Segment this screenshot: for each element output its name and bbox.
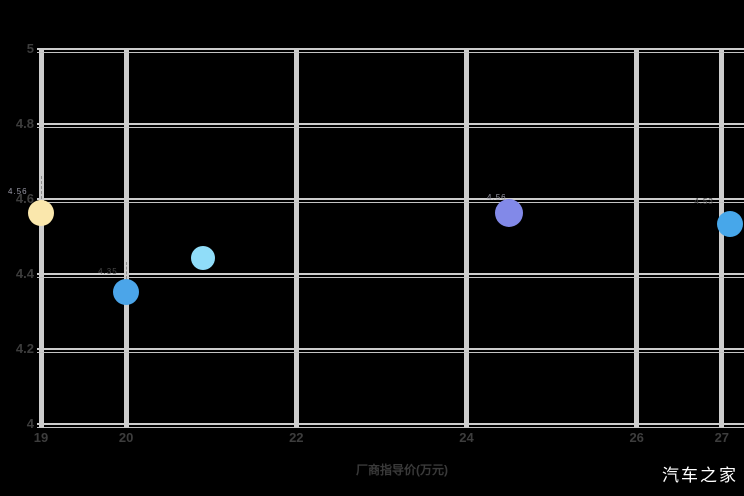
gridline-vertical [634,48,640,428]
autohome-watermark: 汽车之家 [662,466,738,485]
data-point-label: 4.56 [8,187,28,196]
gridline-horizontal [37,277,744,278]
x-tick-label: 26 [629,430,644,445]
y-tick-label: 4.6 [15,191,34,206]
gridline-vertical [719,48,725,428]
data-point-label: 4.56 [487,193,507,202]
gridline-horizontal [37,348,744,350]
y-tick-label: 4.2 [15,341,34,356]
x-tick-label: 19 [33,430,49,445]
data-point-label: 4.53 [694,197,714,207]
gridline-horizontal [37,52,744,53]
gridline-vertical [123,48,129,428]
data-point-bubble[interactable] [717,211,744,238]
gridline-horizontal [37,273,744,275]
gridline-horizontal [37,123,744,125]
gridline-horizontal [37,427,744,428]
y-tick-label: 4 [26,416,34,431]
label-leader-line [41,176,42,199]
gridline-horizontal [37,48,744,50]
data-point-bubble[interactable] [495,199,524,227]
data-point-label: 4.35 [98,266,118,276]
gridline-horizontal [37,198,744,200]
y-tick-label: 4.8 [15,116,34,131]
data-point-bubble[interactable] [190,246,215,270]
data-point-bubble[interactable] [113,278,140,305]
x-tick-label: 27 [714,430,730,445]
y-tick-label: 5 [26,41,34,56]
gridline-horizontal [37,202,744,203]
gridline-horizontal [37,352,744,353]
data-point-bubble[interactable] [28,200,54,226]
x-tick-label: 24 [459,430,474,445]
gridline-horizontal [37,423,744,425]
gridline-vertical [293,48,299,428]
gridline-horizontal [37,127,744,128]
y-tick-label: 4.4 [15,266,34,281]
x-tick-label: 22 [289,430,304,445]
label-leader-line [126,262,127,279]
gridline-vertical [464,48,469,428]
x-tick-label: 20 [118,430,134,445]
x-axis-title: 厂商指导价(万元) [356,463,448,477]
gridline-vertical [38,48,44,428]
